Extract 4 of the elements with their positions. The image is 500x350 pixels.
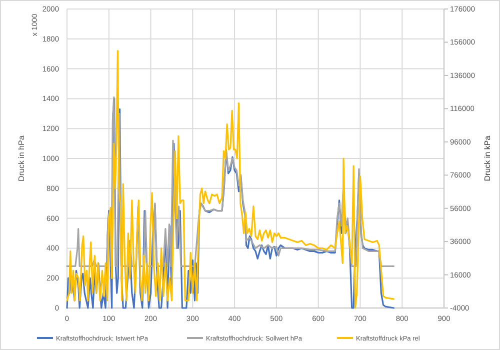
line-series [66, 96, 395, 267]
y2-axis-title: Druck in kPa [483, 135, 492, 182]
line-series [66, 50, 395, 309]
y-axis-title: Druck in hPa [17, 135, 26, 182]
